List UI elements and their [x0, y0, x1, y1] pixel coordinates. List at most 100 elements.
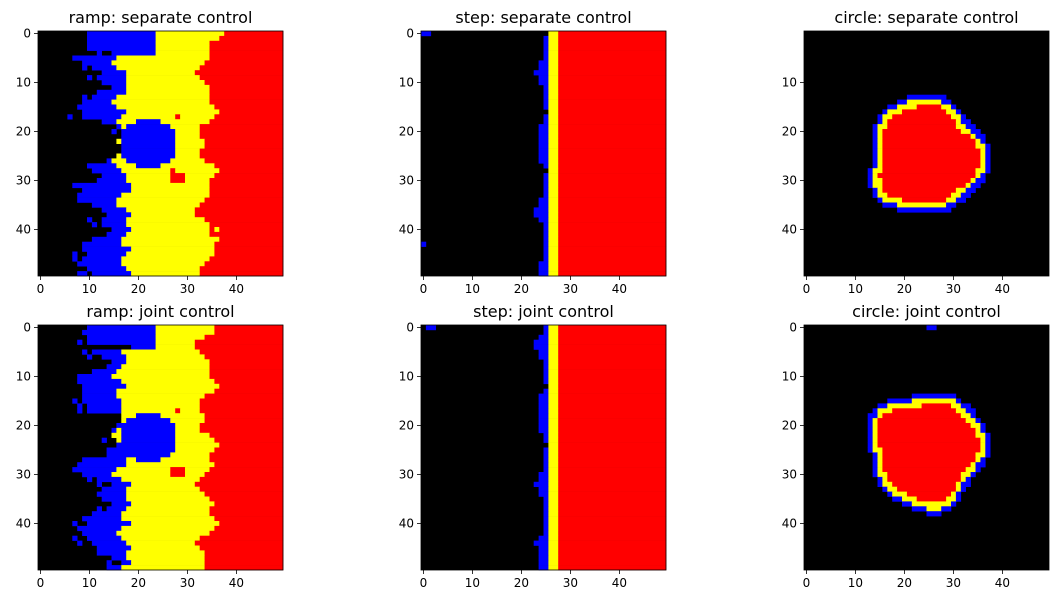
- heatmap-cell: [955, 481, 962, 487]
- heatmap-cell: [960, 481, 971, 487]
- heatmap-cell: [185, 467, 210, 473]
- heatmap-cell: [175, 423, 200, 429]
- heatmap-cell: [955, 124, 966, 130]
- heatmap-cell: [975, 432, 986, 438]
- heatmap-cell: [548, 251, 559, 257]
- heatmap-cell: [985, 168, 991, 174]
- heatmap-cell: [224, 31, 284, 37]
- heatmap-cell: [543, 178, 549, 184]
- heatmap-cell: [82, 65, 88, 71]
- heatmap-cell: [126, 486, 200, 492]
- heatmap-cell: [921, 403, 952, 409]
- x-tick-label: 40: [229, 282, 244, 296]
- heatmap-cell: [877, 153, 883, 159]
- y-tick-label: 30: [16, 173, 31, 187]
- heatmap-cell: [558, 388, 667, 394]
- heatmap-cell: [101, 80, 127, 86]
- heatmap-cell: [548, 94, 559, 100]
- heatmap-cell: [558, 236, 667, 242]
- heatmap-cell: [558, 246, 667, 252]
- heatmap-cell: [872, 138, 878, 144]
- heatmap-cell: [548, 560, 559, 566]
- heatmap-cell: [911, 506, 927, 512]
- y-tick-label: 40: [782, 222, 797, 236]
- x-tick-label: 10: [82, 282, 97, 296]
- heatmap-cell: [980, 437, 986, 443]
- heatmap-cell: [882, 148, 981, 154]
- heatmap-cell: [209, 432, 284, 438]
- heatmap-cell: [543, 516, 549, 522]
- heatmap-cell: [82, 329, 156, 336]
- heatmap-cell: [872, 423, 878, 429]
- heatmap-cell: [214, 163, 284, 169]
- heatmap-cell: [155, 45, 210, 51]
- heatmap-cell: [548, 129, 559, 135]
- heatmap-cell: [558, 467, 667, 473]
- heatmap-cell: [548, 427, 559, 434]
- x-tick-label: 30: [180, 576, 195, 590]
- heatmap-cell: [538, 555, 549, 561]
- x-tick-label: 40: [229, 576, 244, 590]
- heatmap-cell: [121, 138, 176, 144]
- heatmap-cell: [77, 403, 83, 409]
- heatmap-cell: [882, 143, 976, 149]
- heatmap-cell: [548, 393, 559, 399]
- heatmap-cell: [867, 182, 873, 189]
- heatmap-cell: [548, 271, 559, 277]
- heatmap-cell: [101, 207, 127, 213]
- heatmap-cell: [548, 413, 559, 419]
- heatmap-cell: [882, 457, 976, 463]
- heatmap-cell: [872, 168, 883, 174]
- heatmap-cell: [558, 241, 667, 247]
- heatmap-cell: [116, 369, 210, 375]
- heatmap-cell: [558, 70, 667, 76]
- heatmap-cell: [877, 114, 883, 120]
- heatmap-cell: [902, 197, 947, 203]
- heatmap-cell: [548, 192, 559, 198]
- heatmap-cell: [106, 565, 122, 571]
- heatmap-cell: [111, 84, 127, 91]
- y-tick-label: 10: [782, 369, 797, 383]
- heatmap-cell: [209, 369, 284, 375]
- heatmap-cell: [558, 555, 667, 561]
- heatmap-cell: [116, 393, 205, 399]
- heatmap-cell: [558, 565, 667, 571]
- heatmap-cell: [877, 418, 966, 424]
- heatmap-cell: [214, 329, 284, 336]
- x-tick-label: 0: [420, 576, 428, 590]
- heatmap-cell: [872, 124, 878, 130]
- heatmap-cell: [175, 447, 215, 453]
- heatmap-cell: [96, 89, 127, 95]
- heatmap-cell: [199, 403, 284, 409]
- heatmap-cell: [111, 359, 127, 365]
- heatmap-cell: [558, 261, 667, 267]
- panel-title: ramp: joint control: [86, 302, 234, 321]
- heatmap-cell: [538, 334, 549, 340]
- heatmap-cell: [877, 133, 883, 140]
- heatmap-cell: [121, 114, 176, 120]
- heatmap-cell: [548, 516, 559, 522]
- heatmap-cell: [106, 364, 122, 370]
- heatmap-cell: [543, 501, 549, 507]
- heatmap-cell: [543, 84, 549, 91]
- heatmap-cell: [199, 133, 284, 140]
- heatmap-cell: [558, 452, 667, 458]
- heatmap-cell: [985, 143, 991, 149]
- heatmap-cell: [538, 413, 549, 419]
- heatmap-cell: [121, 236, 220, 242]
- heatmap-cell: [126, 207, 196, 213]
- heatmap-cell: [204, 158, 284, 164]
- heatmap-cell: [882, 197, 903, 203]
- heatmap-cell: [199, 129, 284, 135]
- heatmap-cell: [219, 383, 284, 389]
- heatmap-cell: [538, 75, 549, 81]
- heatmap-cell: [204, 60, 284, 66]
- heatmap-cell: [185, 472, 205, 478]
- heatmap-cell: [558, 55, 667, 61]
- heatmap-cell: [882, 119, 888, 125]
- heatmap-cell: [985, 437, 991, 443]
- heatmap-cell: [548, 511, 559, 517]
- heatmap-cell: [421, 31, 432, 37]
- heatmap-cell: [111, 432, 122, 438]
- heatmap-cell: [175, 153, 200, 159]
